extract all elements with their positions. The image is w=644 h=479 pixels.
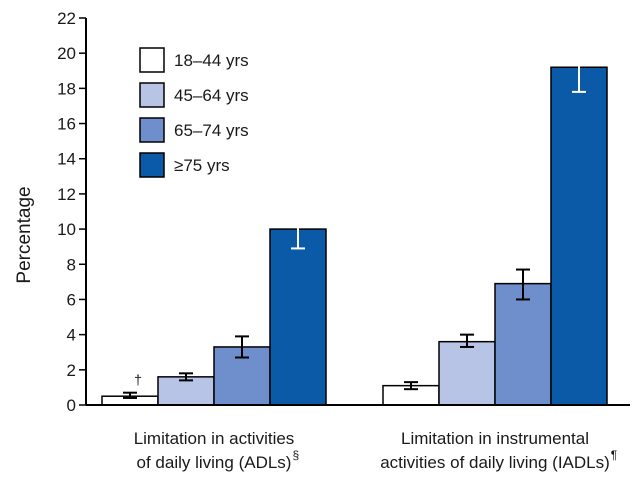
error-bar [516,268,530,301]
bar [438,340,496,406]
error-bar [404,381,418,391]
bars: † [101,38,608,406]
bar [550,66,608,406]
legend-item: ≥75 yrs [139,152,230,178]
y-tick-label: 16 [57,115,76,134]
category-label-line2: activities of daily living (IADLs) [380,453,610,472]
legend-label: 45–64 yrs [174,86,249,105]
legend: 18–44 yrs 45–64 yrs 65–74 yrs ≥75 yrs [139,47,249,178]
legend-label: 65–74 yrs [174,121,249,140]
legend-item: 65–74 yrs [139,117,249,143]
error-bar [291,208,305,250]
category-label-line1: Limitation in activities [134,429,295,448]
y-tick-label: 18 [57,79,76,98]
bar [269,228,327,406]
legend-swatch [139,117,165,143]
y-axis: 0 2 4 6 8 10 12 14 16 18 20 22 [57,9,87,415]
legend-label: ≥75 yrs [174,156,230,175]
footnote-marker: § [292,448,299,462]
bar [494,282,552,406]
y-tick-label: 10 [57,220,76,239]
y-tick-label: 0 [67,396,76,415]
y-tick-label: 12 [57,185,76,204]
error-bar [572,38,586,93]
footnote-marker: ¶ [611,448,617,462]
y-tick-label: 6 [67,290,76,309]
y-tick-label: 20 [57,44,76,63]
y-tick-label: 8 [67,255,76,274]
category-label-line1: Limitation in instrumental [401,429,589,448]
category-label-line2: of daily living (ADLs) [137,453,292,472]
annotation-dagger: † [134,372,142,388]
y-tick-label: 14 [57,150,76,169]
legend-item: 18–44 yrs [139,47,249,73]
legend-swatch [139,82,165,108]
y-tick-label: 4 [67,326,76,345]
legend-label: 18–44 yrs [174,51,249,70]
y-tick-label: 2 [67,361,76,380]
error-bar [123,391,137,399]
error-bar [235,335,249,359]
error-bar [179,372,193,382]
legend-swatch [139,152,165,178]
y-tick-label: 22 [57,9,76,28]
error-bar [460,333,474,348]
legend-swatch [139,47,165,73]
legend-item: 45–64 yrs [139,82,249,108]
x-axis: Limitation in activities of daily living … [86,404,630,472]
y-axis-title: Percentage [14,186,35,283]
